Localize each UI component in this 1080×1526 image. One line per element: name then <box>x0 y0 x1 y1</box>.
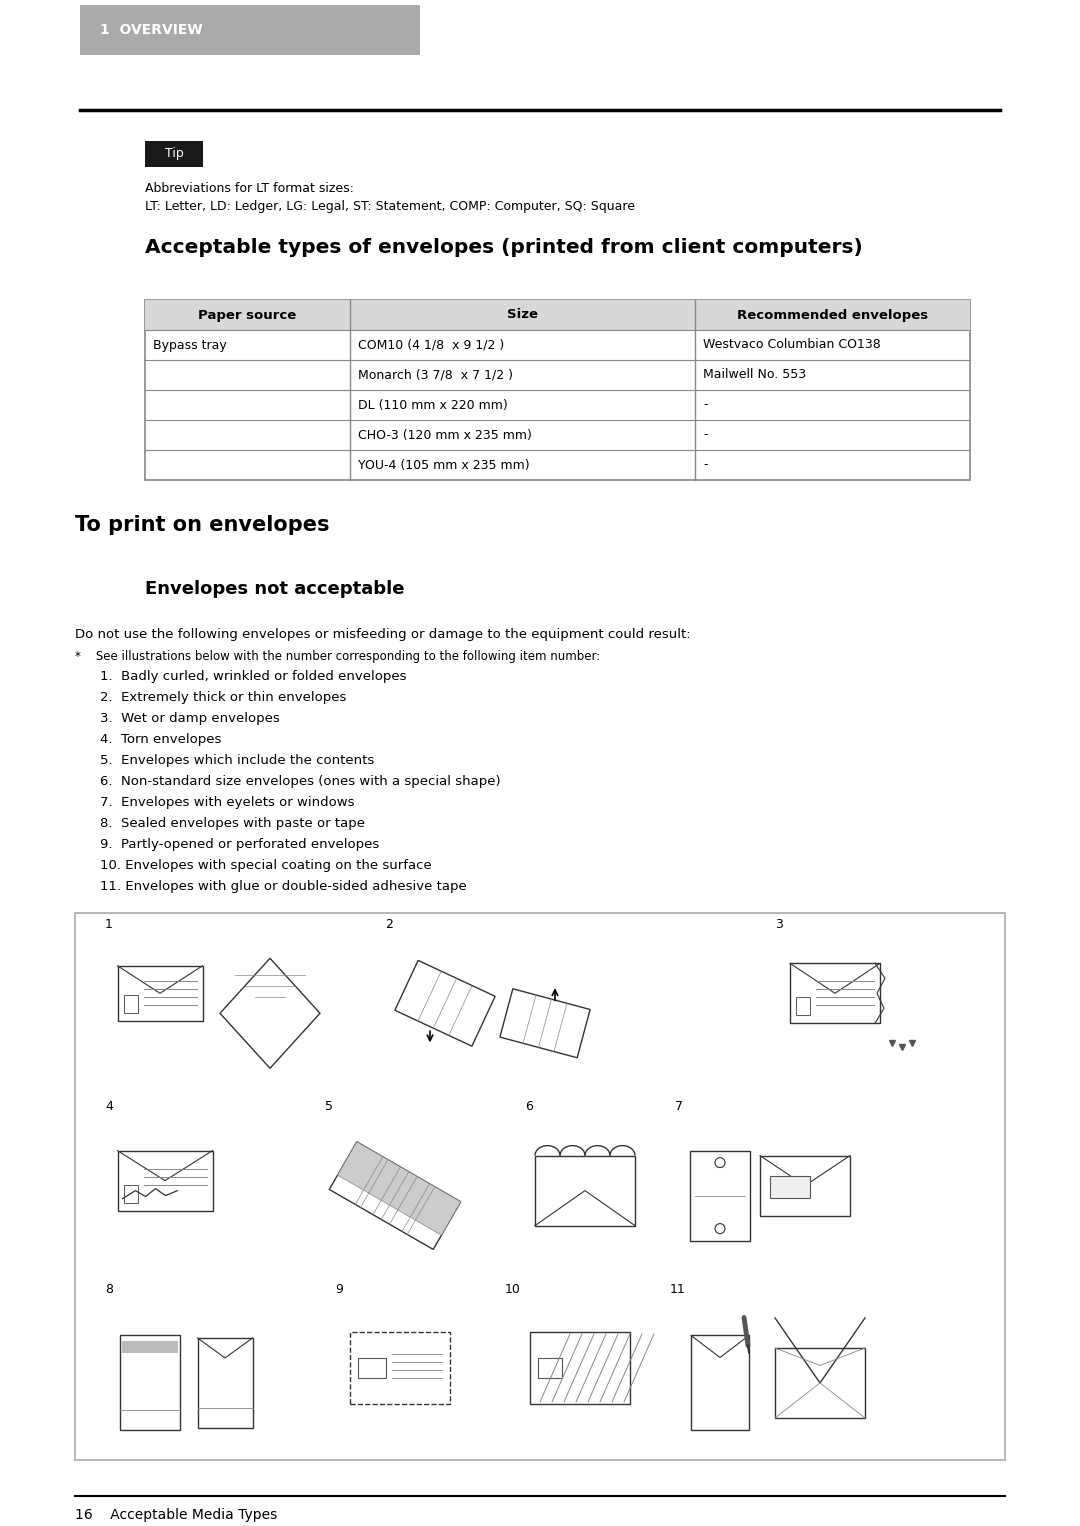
Text: 1.  Badly curled, wrinkled or folded envelopes: 1. Badly curled, wrinkled or folded enve… <box>100 670 406 684</box>
Text: Monarch (3 7/8  x 7 1/2 ): Monarch (3 7/8 x 7 1/2 ) <box>357 368 513 382</box>
Circle shape <box>715 1224 725 1233</box>
Text: 10. Envelopes with special coating on the surface: 10. Envelopes with special coating on th… <box>100 859 432 871</box>
Text: LT: Letter, LD: Ledger, LG: Legal, ST: Statement, COMP: Computer, SQ: Square: LT: Letter, LD: Ledger, LG: Legal, ST: S… <box>145 200 635 214</box>
Bar <box>538 1358 562 1378</box>
Text: 5.  Envelopes which include the contents: 5. Envelopes which include the contents <box>100 754 375 768</box>
Bar <box>789 963 880 1024</box>
Text: *    See illustrations below with the number corresponding to the following item: * See illustrations below with the numbe… <box>75 650 600 662</box>
Bar <box>145 301 970 330</box>
Bar <box>691 1335 750 1430</box>
Text: 5: 5 <box>325 1100 333 1114</box>
Bar <box>118 1151 213 1210</box>
Text: Mailwell No. 553: Mailwell No. 553 <box>703 368 806 382</box>
Bar <box>770 1175 810 1198</box>
Polygon shape <box>395 960 495 1047</box>
Text: Envelopes not acceptable: Envelopes not acceptable <box>145 580 405 598</box>
Text: 1  OVERVIEW: 1 OVERVIEW <box>100 23 203 37</box>
Text: 9: 9 <box>335 1283 342 1296</box>
Bar <box>75 913 1005 1460</box>
Text: Tip: Tip <box>164 148 184 160</box>
Text: Abbreviations for LT format sizes:: Abbreviations for LT format sizes: <box>145 182 354 195</box>
Text: 8: 8 <box>105 1283 113 1296</box>
Text: 10: 10 <box>505 1283 521 1296</box>
Bar <box>123 1184 137 1202</box>
Bar <box>690 1151 750 1241</box>
Text: Size: Size <box>507 308 538 322</box>
Text: DL (110 mm x 220 mm): DL (110 mm x 220 mm) <box>357 398 508 412</box>
Polygon shape <box>500 989 590 1058</box>
Text: Recommended envelopes: Recommended envelopes <box>737 308 928 322</box>
Text: 8.  Sealed envelopes with paste or tape: 8. Sealed envelopes with paste or tape <box>100 816 365 830</box>
Text: 6.  Non-standard size envelopes (ones with a special shape): 6. Non-standard size envelopes (ones wit… <box>100 775 501 787</box>
Bar <box>122 1341 178 1354</box>
Bar <box>198 1338 253 1428</box>
Text: 2: 2 <box>384 919 393 931</box>
Bar <box>123 995 137 1013</box>
Text: 3: 3 <box>775 919 783 931</box>
Text: 1: 1 <box>105 919 113 931</box>
Text: 9.  Partly-opened or perforated envelopes: 9. Partly-opened or perforated envelopes <box>100 838 379 852</box>
Bar <box>796 998 810 1015</box>
Text: 3.  Wet or damp envelopes: 3. Wet or damp envelopes <box>100 713 280 725</box>
Text: Bypass tray: Bypass tray <box>153 339 227 351</box>
Bar <box>118 966 203 1021</box>
Bar <box>530 1332 630 1404</box>
Text: 7.  Envelopes with eyelets or windows: 7. Envelopes with eyelets or windows <box>100 797 354 809</box>
Circle shape <box>715 1158 725 1167</box>
Text: 16    Acceptable Media Types: 16 Acceptable Media Types <box>75 1508 278 1521</box>
Text: 6: 6 <box>525 1100 532 1114</box>
Text: 11: 11 <box>670 1283 686 1296</box>
Text: 4: 4 <box>105 1100 113 1114</box>
Text: YOU-4 (105 mm x 235 mm): YOU-4 (105 mm x 235 mm) <box>357 458 529 472</box>
Text: 11. Envelopes with glue or double-sided adhesive tape: 11. Envelopes with glue or double-sided … <box>100 881 467 893</box>
Text: 7: 7 <box>675 1100 683 1114</box>
Text: -: - <box>703 429 707 441</box>
Text: 2.  Extremely thick or thin envelopes: 2. Extremely thick or thin envelopes <box>100 691 347 703</box>
Polygon shape <box>338 1141 461 1235</box>
Text: -: - <box>703 398 707 412</box>
Text: COM10 (4 1/8  x 9 1/2 ): COM10 (4 1/8 x 9 1/2 ) <box>357 339 504 351</box>
Polygon shape <box>220 958 320 1068</box>
Bar <box>120 1335 180 1430</box>
Polygon shape <box>329 1141 461 1250</box>
Bar <box>357 1358 386 1378</box>
Text: Acceptable types of envelopes (printed from client computers): Acceptable types of envelopes (printed f… <box>145 238 863 256</box>
Text: CHO-3 (120 mm x 235 mm): CHO-3 (120 mm x 235 mm) <box>357 429 531 441</box>
Bar <box>145 140 203 166</box>
Text: 4.  Torn envelopes: 4. Torn envelopes <box>100 732 221 746</box>
Text: Paper source: Paper source <box>199 308 297 322</box>
Bar <box>760 1155 850 1216</box>
Bar <box>775 1347 865 1418</box>
Text: Do not use the following envelopes or misfeeding or damage to the equipment coul: Do not use the following envelopes or mi… <box>75 629 690 641</box>
Bar <box>80 5 420 55</box>
Bar <box>535 1155 635 1225</box>
Text: -: - <box>703 458 707 472</box>
Text: To print on envelopes: To print on envelopes <box>75 514 329 536</box>
Bar <box>145 301 970 481</box>
Bar <box>350 1332 450 1404</box>
Text: Westvaco Columbian CO138: Westvaco Columbian CO138 <box>703 339 881 351</box>
